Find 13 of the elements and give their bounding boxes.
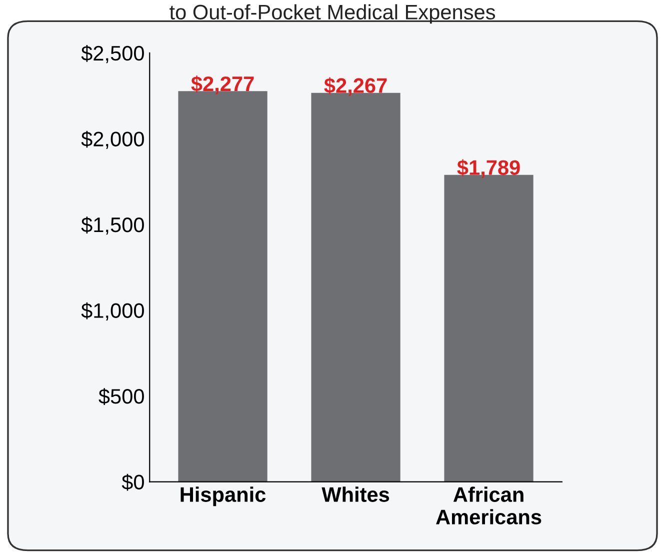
y-tick-label: $1,000 — [81, 302, 144, 320]
x-tick-label: Hispanic — [180, 486, 266, 506]
x-tick-label: African Americans — [436, 486, 542, 524]
chart-title: to Out-of-Pocket Medical Expenses — [170, 4, 496, 24]
y-tick-label: $0 — [122, 474, 144, 491]
y-tick-label: $2,000 — [81, 130, 144, 149]
y-tick-label: $1,500 — [81, 216, 144, 235]
y-tick-label: $2,500 — [81, 45, 144, 64]
data-label: $1,789 — [457, 159, 520, 178]
y-tick-label: $500 — [98, 388, 144, 406]
data-label: $2,267 — [324, 77, 387, 96]
data-label: $2,277 — [191, 76, 254, 94]
x-tick-label: Whites — [322, 486, 390, 502]
